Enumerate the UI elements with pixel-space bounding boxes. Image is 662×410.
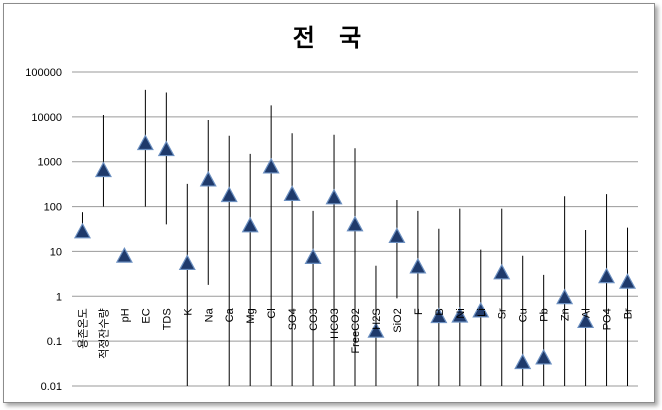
data-point-marker [619, 273, 637, 289]
data-point-marker [283, 185, 301, 202]
x-tick-label: Mg [245, 308, 257, 323]
data-point-marker [367, 322, 385, 338]
data-point-marker [451, 306, 469, 323]
data-point-marker [556, 288, 574, 305]
x-tick-label: Li [476, 308, 488, 317]
data-point-marker [514, 353, 532, 370]
x-tick-label: EC [140, 308, 152, 323]
x-tick-label: 적정잔수량 [97, 308, 110, 359]
data-point-marker [199, 170, 217, 187]
y-tick-label: 10000 [31, 112, 62, 124]
data-point-marker [178, 254, 196, 271]
y-tick-label: 0.01 [41, 381, 62, 393]
data-point-marker [94, 161, 112, 178]
x-tick-label: Na [203, 307, 215, 322]
x-tick-label: Cl [266, 308, 278, 318]
x-axis: 용존온도 적정잔수량 pH EC TDS K Na Ca Mg Cl SO4 CO3 HCO3 FreeC… [76, 307, 634, 358]
y-tick-label: 100000 [25, 67, 62, 79]
x-tick-label: F [413, 308, 425, 315]
x-tick-label: Sr [497, 308, 509, 319]
data-point-marker [598, 267, 616, 284]
data-point-marker [493, 263, 511, 280]
data-point-marker [409, 257, 427, 274]
data-point-marker [220, 186, 238, 203]
data-point-marker [388, 227, 406, 244]
data-point-marker [136, 134, 154, 151]
data-point-marker [304, 248, 322, 265]
x-tick-label: Zn [560, 308, 572, 321]
x-tick-label: PO4 [602, 308, 614, 330]
x-tick-label: 용존온도 [76, 308, 89, 348]
data-point-marker [430, 307, 448, 324]
x-tick-label: Cu [518, 308, 530, 322]
x-tick-label: H2S [371, 308, 383, 329]
x-tick-label: SO4 [287, 308, 299, 330]
x-tick-label: SiO2 [392, 308, 404, 332]
data-point-marker [472, 301, 490, 318]
x-tick-label: pH [119, 308, 131, 322]
data-point-marker [157, 140, 175, 157]
x-tick-label: B [434, 308, 446, 315]
x-tick-label: HCO3 [329, 308, 341, 339]
x-tick-label: FreeCO2 [350, 308, 362, 353]
y-tick-label: 10 [50, 246, 62, 258]
y-axis: 0.01 0.1 1 10 100 1000 10000 100000 [25, 67, 62, 393]
x-tick-label: Al [581, 308, 593, 318]
data-point-marker [262, 157, 280, 174]
x-tick-label: K [182, 308, 194, 316]
x-tick-label: CO3 [308, 308, 320, 331]
data-point-marker [535, 348, 553, 365]
data-point-marker [577, 312, 595, 329]
data-point-marker [241, 216, 259, 233]
data-point-marker [346, 215, 364, 232]
y-tick-label: 1000 [38, 157, 62, 169]
data-point-marker [325, 188, 343, 205]
x-tick-label: Br [623, 308, 635, 319]
x-tick-label: Ca [224, 307, 236, 322]
data-point-marker [115, 247, 133, 263]
x-tick-label: TDS [161, 308, 173, 330]
data-point-marker [73, 222, 91, 239]
chart-title: 전 국 [292, 24, 370, 52]
data-markers [73, 134, 637, 370]
y-tick-label: 100 [44, 202, 62, 214]
x-tick-label: Pb [539, 308, 551, 321]
y-tick-label: 1 [56, 291, 62, 303]
y-tick-label: 0.1 [47, 336, 62, 348]
x-tick-label: Ni [455, 308, 467, 318]
